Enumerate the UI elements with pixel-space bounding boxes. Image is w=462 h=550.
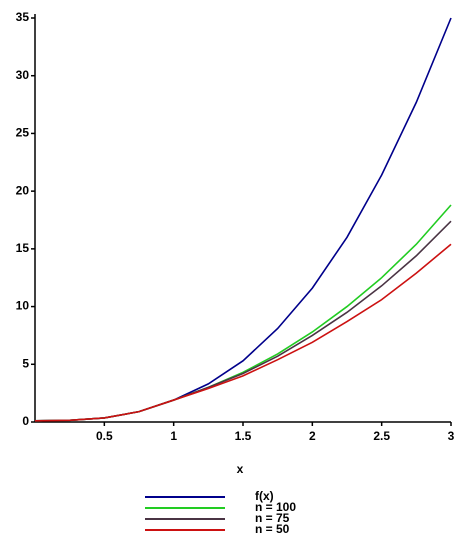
x-tick-label: 0.5 (96, 429, 113, 443)
y-tick-label: 30 (16, 68, 30, 82)
series-line (34, 17, 452, 422)
x-tick-label: 1 (170, 429, 177, 443)
x-tick-label: 3 (448, 429, 455, 443)
x-tick-label: 1.5 (235, 429, 252, 443)
x-axis-label: x (237, 462, 244, 476)
series-line (34, 204, 452, 422)
legend-label: n = 100 (255, 500, 296, 514)
legend-label: n = 50 (255, 522, 290, 536)
y-tick-label: 15 (16, 241, 30, 255)
y-tick-label: 10 (16, 299, 30, 313)
y-tick-label: 5 (22, 356, 29, 370)
y-tick-label: 35 (16, 10, 30, 24)
legend-label: n = 75 (255, 511, 290, 525)
x-tick-label: 2 (309, 429, 316, 443)
series-line (34, 220, 452, 422)
series-line (34, 243, 452, 422)
y-tick-label: 0 (22, 414, 29, 428)
x-tick-label: 2.5 (373, 429, 390, 443)
legend-label: f(x) (255, 489, 274, 503)
y-tick-label: 20 (16, 183, 30, 197)
y-tick-label: 25 (16, 126, 30, 140)
